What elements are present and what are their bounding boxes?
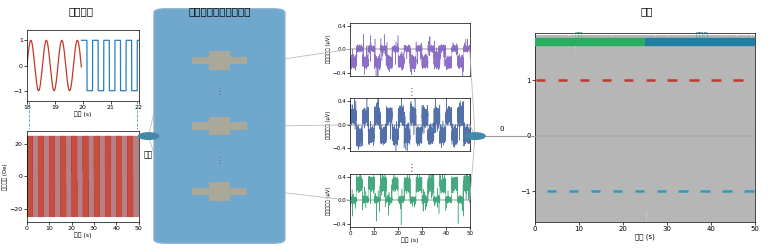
X-axis label: 時間 (s): 時間 (s) bbox=[74, 232, 92, 238]
Text: テスト: テスト bbox=[695, 31, 708, 38]
Text: ⋮: ⋮ bbox=[216, 87, 223, 97]
Y-axis label: ホール電圧 (μV): ホール電圧 (μV) bbox=[326, 186, 331, 215]
Text: ⋮: ⋮ bbox=[216, 155, 223, 165]
Y-axis label: ホール電圧 (μV): ホール電圧 (μV) bbox=[326, 35, 331, 64]
X-axis label: 時間 (s): 時間 (s) bbox=[635, 233, 654, 240]
Text: 学習: 学習 bbox=[574, 31, 584, 38]
Text: 入力信号: 入力信号 bbox=[69, 6, 93, 16]
Y-axis label: 交流磁場 (Oe): 交流磁場 (Oe) bbox=[2, 163, 8, 190]
Text: 入力: 入力 bbox=[144, 150, 153, 159]
Text: 出力: 出力 bbox=[641, 6, 653, 16]
Text: スキルミオンリザバー: スキルミオンリザバー bbox=[188, 6, 251, 16]
Text: ⋮: ⋮ bbox=[407, 163, 417, 173]
Text: 0: 0 bbox=[500, 126, 504, 132]
Y-axis label: ホール電圧 (μV): ホール電圧 (μV) bbox=[326, 110, 331, 139]
Text: ⋮: ⋮ bbox=[407, 87, 417, 97]
X-axis label: 時間 (s): 時間 (s) bbox=[74, 111, 92, 117]
X-axis label: 時間 (s): 時間 (s) bbox=[401, 237, 419, 243]
